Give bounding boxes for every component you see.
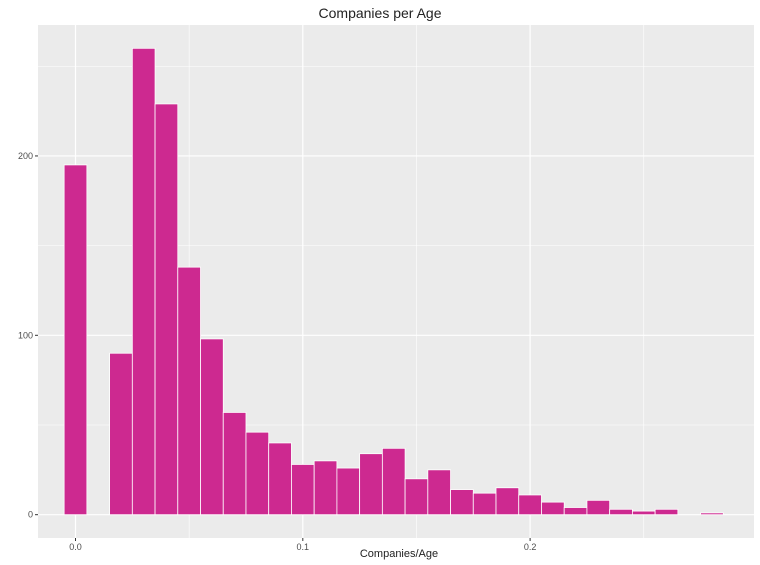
histogram-bar [313, 460, 338, 516]
histogram-bar [381, 447, 406, 516]
histogram-bar [336, 467, 361, 516]
y-tick-label: 0 [28, 510, 33, 520]
histogram-bar [200, 338, 224, 516]
histogram-bar [404, 478, 429, 516]
histogram-bar [63, 164, 88, 516]
histogram-bar [586, 499, 611, 516]
histogram-bar [291, 464, 315, 516]
x-axis-label: Companies/Age [359, 548, 439, 560]
histogram-bar [154, 103, 179, 516]
histogram-bar [631, 510, 656, 516]
histogram-bar [177, 266, 201, 516]
histogram-bar [563, 507, 588, 516]
x-tick-label: 0.2 [524, 542, 537, 552]
histogram-bar [518, 494, 542, 516]
histogram-bar [222, 412, 247, 516]
histogram-bar [427, 469, 451, 516]
histogram-bar [700, 512, 724, 516]
x-tick-label: 0.1 [297, 542, 310, 552]
histogram-bar [472, 492, 497, 516]
histogram-bar [131, 47, 156, 516]
histogram-bar [109, 352, 133, 516]
y-tick-label: 100 [18, 330, 33, 340]
y-tick-label: 200 [18, 151, 33, 161]
chart-title: Companies per Age [318, 5, 442, 21]
histogram-bar [609, 508, 633, 516]
histogram-bar [450, 489, 474, 516]
histogram-bar [541, 501, 565, 516]
histogram-bar [245, 431, 270, 516]
histogram-bar [359, 453, 383, 516]
histogram-bar [495, 487, 520, 516]
histogram-bar [654, 508, 679, 516]
histogram-bar [268, 442, 292, 516]
x-tick-label: 0.0 [69, 542, 82, 552]
